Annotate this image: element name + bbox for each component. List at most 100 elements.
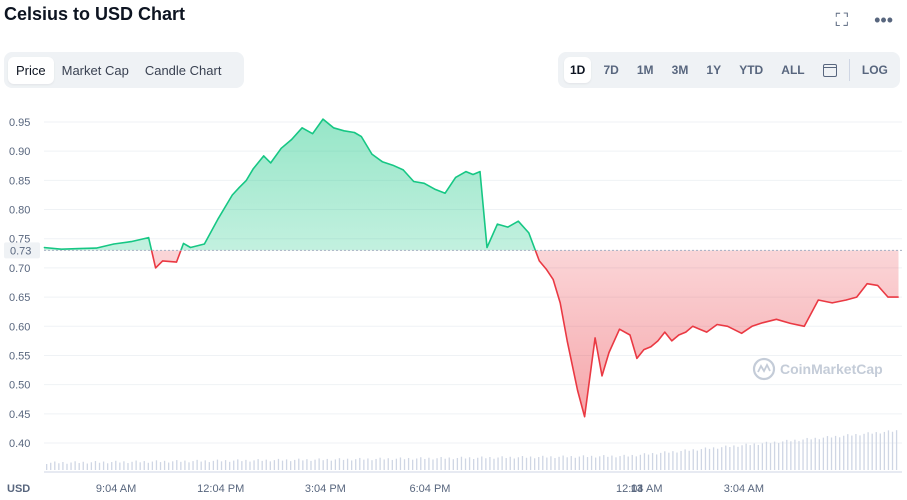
y-axis: 0.95 0.90 0.85 0.80 0.75 0.70 0.65 0.60 0.55 0.50… [9, 117, 30, 450]
volume-bar [778, 443, 780, 470]
volume-bar [229, 461, 231, 470]
volume-bar [672, 451, 674, 470]
volume-bar [558, 456, 560, 470]
range-1y[interactable]: 1Y [706, 63, 722, 77]
range-all[interactable]: ALL [781, 63, 805, 77]
volume-bar [306, 459, 308, 470]
price-point [343, 130, 345, 132]
volume-bar [188, 462, 190, 470]
volume-bar [208, 462, 210, 470]
log-toggle[interactable]: LOG [861, 63, 888, 77]
volume-bar [119, 462, 121, 470]
volume-bar [891, 431, 894, 470]
volume-bar [830, 437, 833, 470]
volume-bar [456, 457, 459, 470]
volume-bar [277, 458, 280, 470]
volume-bar [334, 459, 337, 470]
price-point [189, 246, 192, 249]
price-point [692, 325, 694, 327]
price-point [203, 243, 206, 245]
volume-bar [481, 456, 483, 470]
price-point [856, 296, 858, 298]
volume-bar [517, 457, 520, 470]
volume-bar [473, 459, 475, 470]
volume-bar [147, 462, 149, 470]
tab-price[interactable]: Price [8, 56, 54, 84]
calendar-button[interactable] [817, 58, 843, 83]
price-point [528, 232, 530, 234]
volume-bar [351, 460, 353, 470]
x-tick-label: 9:04 AM [96, 483, 136, 495]
volume-bar [859, 435, 861, 470]
volume-bar [505, 458, 507, 470]
volume-bar [176, 460, 178, 470]
volume-bar [460, 456, 463, 470]
volume-bar [676, 452, 678, 470]
price-point [60, 248, 63, 250]
volume-bar [647, 454, 650, 470]
x-tick-label: 12:04 AM [616, 483, 662, 495]
volume-bar [879, 433, 881, 470]
volume-bar [619, 456, 621, 470]
volume-bar [253, 460, 255, 470]
volume-bar [273, 460, 276, 470]
volume-bar [200, 461, 202, 470]
volume-bar [326, 458, 328, 470]
expand-icon[interactable]: ⛶ [835, 10, 849, 30]
volume-bar [814, 437, 816, 470]
more-icon[interactable]: ••• [874, 10, 893, 30]
volume-bar [871, 433, 873, 470]
volume-bar [298, 458, 300, 470]
volume-bar [123, 461, 125, 470]
range-1d[interactable]: 1D [564, 57, 592, 83]
volume-bar [50, 462, 52, 470]
volume-bar [265, 459, 267, 470]
range-3m[interactable]: 3M [671, 63, 689, 77]
volume-bar [468, 457, 471, 470]
volume-bar [696, 450, 698, 470]
volume-bar [403, 459, 406, 470]
price-point [740, 332, 743, 334]
volume-bar [546, 457, 548, 470]
volume-bar [391, 459, 393, 470]
volume-bar [196, 459, 198, 470]
range-1m[interactable]: 1M [636, 63, 654, 77]
volume-bar [863, 433, 865, 470]
price-point [392, 164, 394, 166]
volume-bar [330, 460, 332, 470]
volume-bar [464, 458, 467, 470]
price-point [280, 147, 282, 149]
volume-bar [704, 447, 707, 470]
volume-bar [757, 444, 759, 470]
volume-bar [66, 463, 68, 470]
volume-bar [684, 449, 686, 470]
y-tick-label: 0.95 [9, 117, 30, 129]
price-point [245, 179, 247, 181]
volume-bar [420, 457, 422, 470]
volume-bar [428, 457, 430, 470]
volume-bar [314, 459, 316, 470]
price-point [887, 296, 889, 298]
volume-bar [586, 457, 589, 470]
area-below-reference [44, 250, 899, 417]
volume-bar [509, 456, 511, 470]
price-areas [44, 119, 899, 417]
volume-bar [660, 452, 662, 470]
volume-bar [111, 462, 113, 470]
price-point [699, 328, 701, 330]
price-point [472, 173, 474, 176]
volume-bar [578, 456, 581, 470]
volume-bar [749, 445, 751, 470]
volume-bar [261, 460, 263, 470]
volume-bar [525, 457, 528, 470]
reference-line: 0.73 [4, 242, 902, 259]
tab-candle-chart[interactable]: Candle Chart [144, 62, 222, 78]
coinmarketcap-logo-mark [757, 362, 771, 373]
x-tick-label: 6:04 PM [410, 483, 451, 495]
volume-bar [74, 461, 76, 470]
tab-market-cap[interactable]: Market Cap [61, 62, 129, 78]
range-7d[interactable]: 7D [603, 63, 619, 77]
volume-bar [310, 460, 312, 470]
range-ytd[interactable]: YTD [739, 63, 764, 77]
volume-bar [765, 441, 768, 470]
